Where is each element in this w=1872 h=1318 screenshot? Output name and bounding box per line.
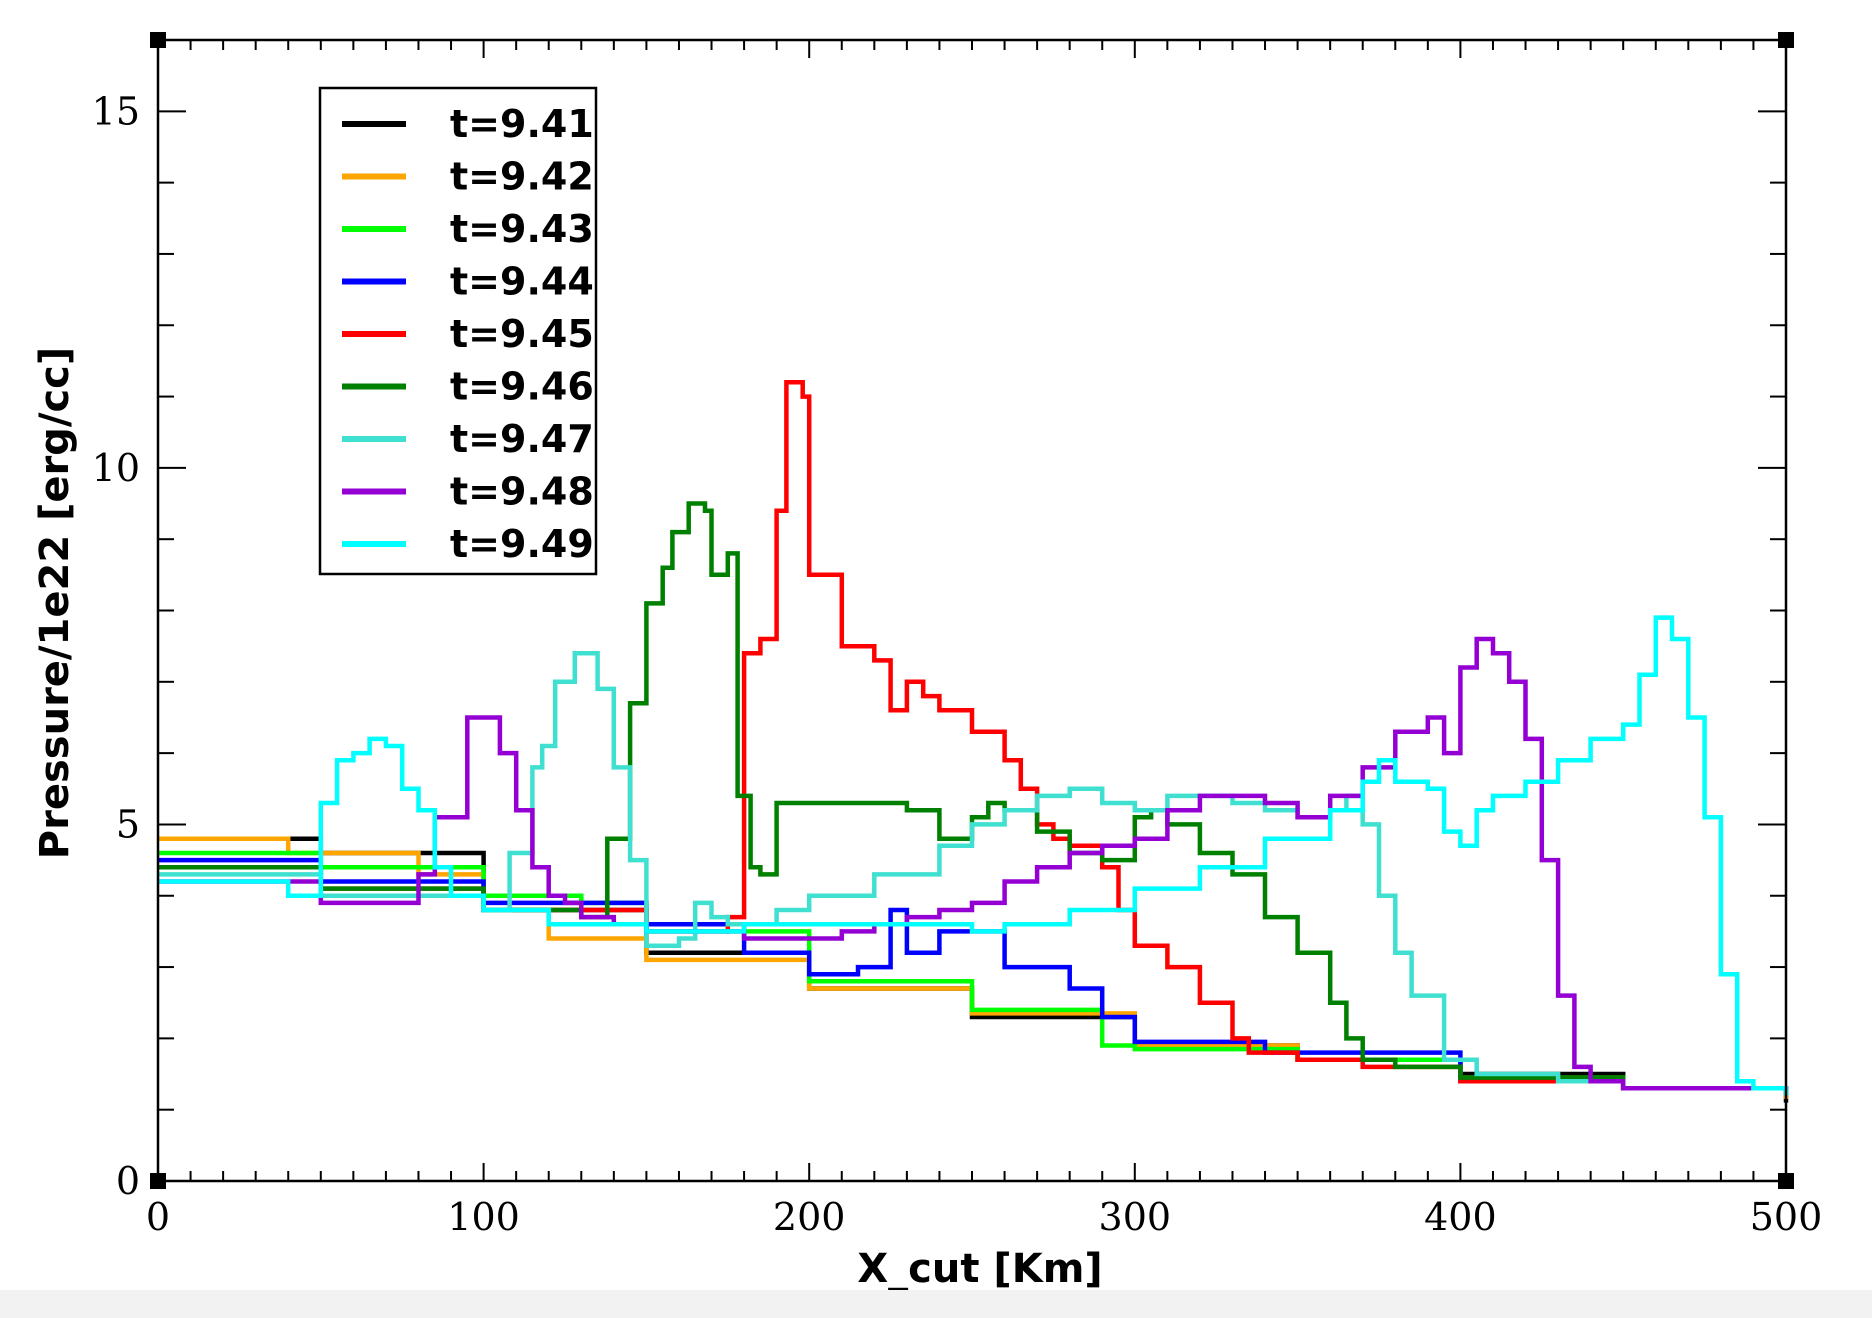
x-axis-title: X_cut [Km] — [857, 1246, 1102, 1292]
x-tick-label: 300 — [1099, 1195, 1172, 1239]
series-line-9 — [158, 615, 1789, 1096]
series-line-5 — [158, 380, 1786, 1091]
x-tick-label: 400 — [1424, 1195, 1497, 1239]
legend-label: t=9.48 — [450, 470, 594, 514]
legend-label: t=9.42 — [450, 155, 594, 199]
legend-label: t=9.41 — [450, 102, 594, 146]
y-axis-title: Pressure/1e22 [erg/cc] — [32, 347, 78, 859]
legend-label: t=9.43 — [450, 207, 594, 251]
x-tick-label: 200 — [773, 1195, 846, 1239]
series-line-7 — [158, 651, 1789, 1096]
footer-strip — [0, 1290, 1872, 1318]
series-layer — [158, 380, 1789, 1103]
legend-label: t=9.49 — [450, 522, 594, 566]
legend-label: t=9.44 — [450, 260, 594, 304]
legend-label: t=9.45 — [450, 312, 594, 356]
x-tick-label: 0 — [146, 1195, 170, 1239]
x-tick-label: 500 — [1750, 1195, 1823, 1239]
legend-label: t=9.47 — [450, 417, 594, 461]
y-tick-label: 5 — [116, 802, 140, 846]
y-tick-label: 10 — [92, 446, 140, 490]
x-tick-label: 100 — [447, 1195, 520, 1239]
y-tick-label: 0 — [116, 1159, 140, 1203]
series-line-8 — [158, 636, 1789, 1092]
ticks-layer: 0 100 200 300 400 500 0 5 10 15 — [92, 39, 1823, 1239]
y-tick-label: 15 — [92, 89, 140, 133]
legend-label: t=9.46 — [450, 365, 594, 409]
legend: t=9.41 t=9.42 t=9.43 t=9.44 t=9.45 t=9.46 t=9.… — [318, 86, 598, 576]
